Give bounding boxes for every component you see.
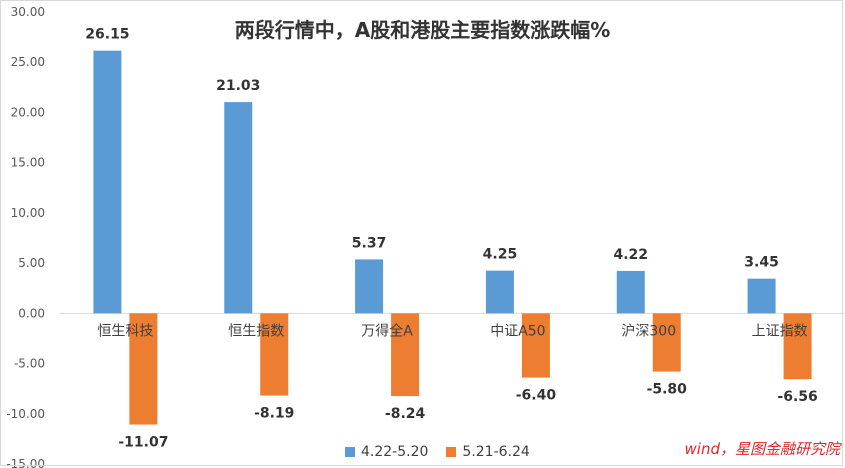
data-label: -6.40 — [516, 388, 557, 404]
y-tick-label: -5.00 — [14, 357, 45, 371]
bar — [652, 313, 681, 372]
y-tick-label: 10.00 — [11, 206, 45, 220]
bar — [521, 313, 550, 378]
x-tick-label: 恒生指数 — [228, 323, 284, 339]
y-tick-label: 30.00 — [11, 5, 45, 19]
bar — [260, 313, 289, 396]
y-tick-label: 20.00 — [11, 105, 45, 119]
y-tick-label: 5.00 — [18, 256, 45, 270]
x-tick-label: 恒生科技 — [97, 323, 153, 339]
data-label: -8.19 — [254, 406, 294, 422]
bar — [783, 313, 812, 380]
legend-swatch-series-2 — [446, 447, 457, 457]
y-tick-label: -15.00 — [6, 457, 45, 468]
chart-title: 两段行情中，A股和港股主要指数涨跌幅% — [234, 18, 611, 42]
x-tick-label: 上证指数 — [752, 323, 808, 339]
bar — [616, 270, 645, 314]
y-tick-label: 0.00 — [18, 306, 45, 320]
data-label: 3.45 — [744, 255, 779, 271]
x-tick-label: 沪深300 — [621, 323, 676, 339]
data-label: 4.25 — [483, 247, 518, 263]
bar — [93, 50, 122, 314]
y-tick-label: 25.00 — [11, 55, 45, 69]
bar — [355, 259, 384, 314]
data-label: -11.07 — [118, 435, 168, 451]
data-label: 21.03 — [216, 78, 260, 94]
chart-legend: 4.22-5.20 5.21-6.24 — [345, 444, 530, 460]
source-note: wind，星图金融研究院 — [684, 440, 840, 458]
bar — [391, 313, 420, 397]
legend-label-series-2: 5.21-6.24 — [462, 444, 530, 460]
legend-item-series-1: 4.22-5.20 — [345, 444, 428, 460]
data-label: 4.22 — [613, 247, 648, 263]
data-label: 5.37 — [352, 235, 387, 251]
data-label: -6.56 — [777, 389, 817, 405]
data-label: -8.24 — [385, 406, 426, 422]
x-tick-label: 万得全A — [361, 322, 413, 339]
data-label: 26.15 — [85, 27, 129, 43]
x-tick-label: 中证A50 — [490, 323, 545, 339]
legend-label-series-1: 4.22-5.20 — [361, 444, 429, 460]
bar — [129, 313, 158, 425]
bar — [485, 270, 514, 314]
data-label: -5.80 — [647, 382, 688, 398]
y-tick-label: -10.00 — [6, 407, 45, 421]
legend-swatch-series-1 — [345, 447, 355, 457]
y-tick-label: 15.00 — [11, 156, 45, 170]
bar — [747, 278, 776, 314]
legend-item-series-2: 5.21-6.24 — [446, 444, 530, 460]
bar — [224, 102, 253, 314]
